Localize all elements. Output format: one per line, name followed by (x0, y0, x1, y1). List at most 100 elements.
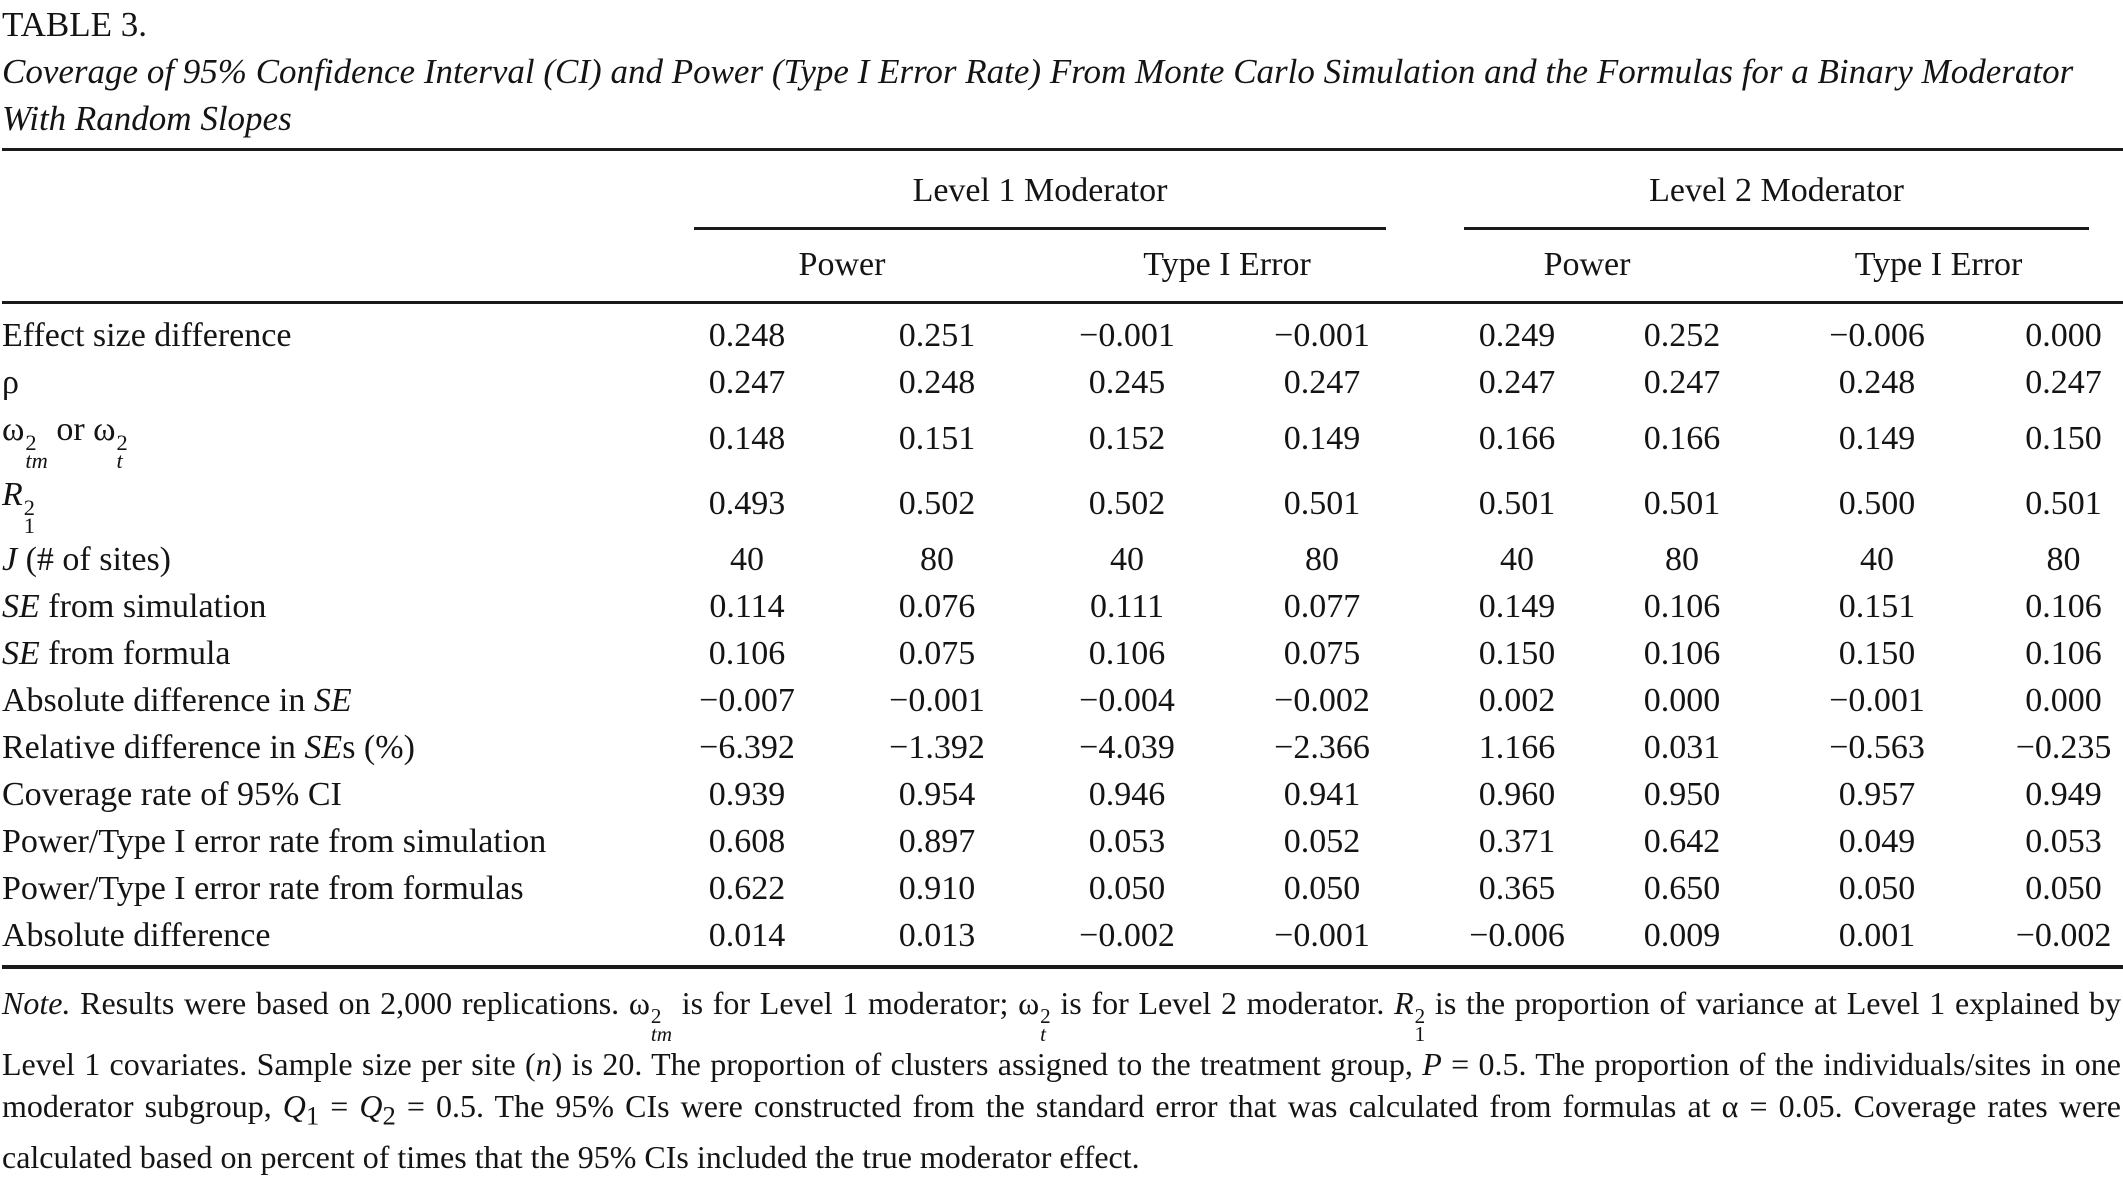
cell: 0.152 (1088, 419, 1166, 457)
cell: 0.957 (1838, 775, 1916, 813)
cell: 0.501 (2025, 484, 2102, 522)
cell: 0.949 (2025, 775, 2102, 813)
cell: −0.563 (1829, 728, 1925, 766)
cell: −2.366 (1274, 728, 1370, 766)
cell: −0.001 (1829, 681, 1925, 719)
table-note: Note. Results were based on 2,000 replic… (2, 984, 2122, 1176)
cell: 0.149 (1478, 587, 1556, 625)
cell: 0.365 (1478, 869, 1556, 907)
cell: 0.247 (1283, 364, 1361, 401)
table-row: Power/Type I error rate from formulas 0.… (2, 865, 2123, 912)
cell: 0.939 (708, 775, 786, 813)
cell: −4.039 (1079, 728, 1175, 766)
cell: 80 (1665, 540, 1700, 578)
cell: −0.007 (699, 681, 795, 719)
cell: 0.075 (1283, 634, 1361, 672)
cell: 0.050 (1283, 869, 1361, 907)
cell: 0.106 (708, 634, 786, 672)
row-label: SE from simulation (2, 587, 267, 625)
col-group-level2-label: Level 2 Moderator (1464, 151, 2090, 230)
cell: 80 (1305, 540, 1340, 578)
cell: 0.000 (1643, 681, 1721, 719)
row-label: Absolute difference (2, 911, 652, 969)
cell: 0.009 (1612, 911, 1753, 969)
cell: −0.002 (1032, 911, 1222, 969)
row-label: Power/Type I error rate from formulas (2, 869, 524, 907)
cell: 0.650 (1643, 869, 1721, 907)
cell: 0.150 (2025, 419, 2102, 457)
table-caption: Coverage of 95% Confidence Interval (CI)… (2, 52, 2074, 138)
cell: −0.001 (1222, 911, 1423, 969)
table-row: Absolute difference in SE −0.007 −0.001 … (2, 677, 2123, 724)
cell: −0.235 (2015, 728, 2112, 766)
cell: −0.006 (1422, 911, 1613, 969)
cell: 0.247 (1643, 364, 1721, 401)
table-row: Relative difference in SEs (%) −6.392 −1… (2, 724, 2123, 771)
cell: 0.247 (1478, 364, 1556, 401)
cell: 80 (2046, 540, 2081, 578)
cell: 0.502 (898, 484, 976, 522)
cell: 0.077 (1283, 587, 1361, 625)
cell: 0.642 (1643, 822, 1721, 860)
col-group-level1-moderator: Level 1 Moderator (652, 150, 1422, 230)
results-table: Level 1 Moderator Level 2 Moderator Powe… (2, 148, 2123, 969)
table-row: J (# of sites) 40 80 40 80 40 80 40 80 (2, 536, 2123, 583)
cell: 0.000 (2025, 317, 2102, 354)
cell: 0.166 (1643, 419, 1721, 457)
cell: 0.014 (652, 911, 842, 969)
cell: 0.252 (1643, 317, 1721, 354)
table-number-label: TABLE 3. (2, 5, 147, 44)
cell: 0.053 (2025, 822, 2102, 860)
cell: 40 (1110, 540, 1144, 578)
cell: 0.248 (1838, 364, 1916, 401)
cell: 0.049 (1838, 822, 1916, 860)
cell: 0.500 (1838, 484, 1916, 522)
row-label: ρ (2, 364, 19, 401)
cell: 0.608 (708, 822, 786, 860)
cell: 0.149 (1283, 419, 1361, 457)
cell: 0.622 (708, 869, 786, 907)
cell: 0.150 (1478, 634, 1556, 672)
table-row: ρ 0.247 0.248 0.245 0.247 0.247 0.247 0.… (2, 359, 2123, 406)
cell: 0.897 (898, 822, 976, 860)
cell: 0.910 (898, 869, 976, 907)
cell: 0.371 (1478, 822, 1556, 860)
cell: −0.001 (1079, 317, 1175, 354)
cell: 0.052 (1283, 822, 1361, 860)
cell: 0.166 (1478, 419, 1556, 457)
cell: 0.050 (1088, 869, 1166, 907)
table-row: SE from formula 0.106 0.075 0.106 0.075 … (2, 630, 2123, 677)
row-label: SE from formula (2, 634, 231, 672)
cell: 0.148 (708, 419, 786, 457)
cell: 0.245 (1088, 364, 1166, 401)
cell: 0.106 (1088, 634, 1166, 672)
cell: 0.501 (1643, 484, 1721, 522)
cell: 0.502 (1088, 484, 1166, 522)
cell: −0.002 (1274, 681, 1370, 719)
row-label: Relative difference in SEs (%) (2, 728, 415, 766)
cell: 0.050 (2025, 869, 2102, 907)
row-label: Absolute difference in SE (2, 681, 352, 719)
row-label: J (# of sites) (2, 540, 172, 578)
cell: 0.150 (1838, 634, 1916, 672)
col-header-type1-l2: Type I Error (1752, 230, 2123, 304)
col-group-level1-label: Level 1 Moderator (694, 151, 1387, 230)
cell: −0.001 (889, 681, 985, 719)
table-row: Power/Type I error rate from simulation … (2, 818, 2123, 865)
group-header-row: Level 1 Moderator Level 2 Moderator (2, 150, 2123, 230)
cell: −0.006 (1829, 317, 1925, 354)
row-label: Coverage rate of 95% CI (2, 775, 342, 813)
cell: 0.960 (1478, 775, 1556, 813)
cell: 0.106 (1643, 634, 1721, 672)
cell: 0.149 (1838, 419, 1916, 457)
cell: 0.111 (1090, 587, 1164, 625)
cell: 0.501 (1283, 484, 1361, 522)
col-header-power-l2: Power (1422, 230, 1753, 304)
table-row: Absolute difference 0.014 0.013 −0.002 −… (2, 911, 2123, 969)
cell: −0.001 (1274, 317, 1370, 354)
cell: 0.106 (1643, 587, 1721, 625)
